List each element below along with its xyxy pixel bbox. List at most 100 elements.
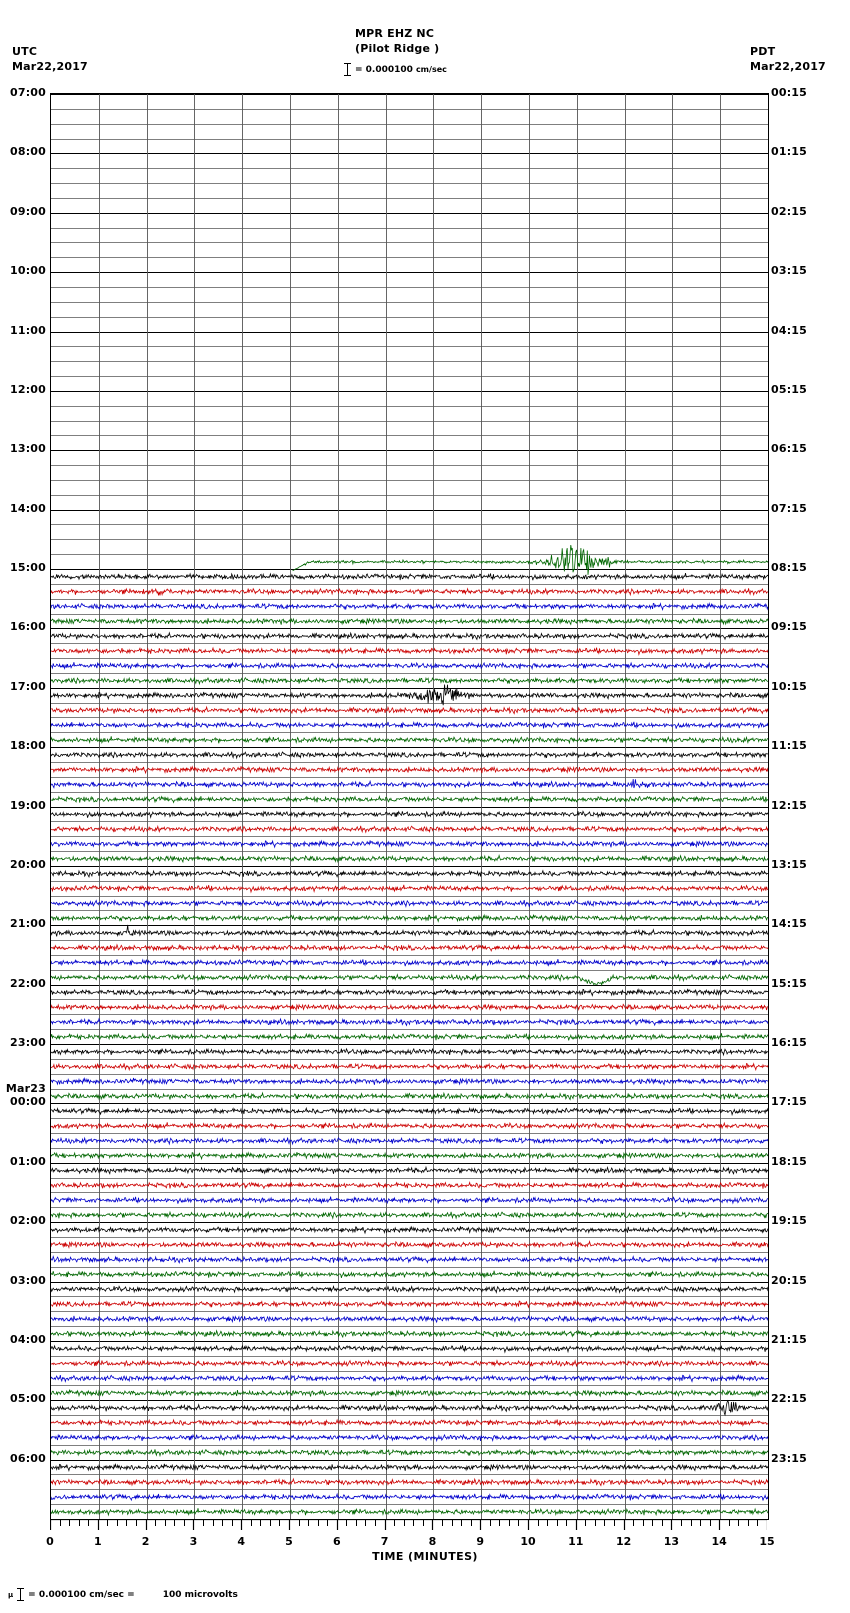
trace-row-33: [51, 587, 768, 597]
trace-row-72: [51, 1165, 768, 1175]
trace-row-87: [51, 1389, 768, 1398]
right-time-label-18: 18:15: [771, 1154, 808, 1168]
trace-row-41: [51, 705, 768, 715]
trace-row-34: [51, 602, 768, 612]
left-time-label-13: 20:00: [9, 857, 46, 871]
trace-row-70: [51, 1136, 768, 1146]
right-time-label-16: 16:15: [771, 1036, 808, 1049]
left-time-label-20: 03:00: [9, 1273, 46, 1287]
trace-row-80: [51, 1284, 768, 1294]
right-time-label-17: 17:15: [771, 1095, 808, 1109]
left-time-label-16: 23:00: [9, 1036, 46, 1049]
scale-units: cm/sec: [415, 65, 447, 74]
trace-row-53: [51, 884, 768, 894]
left-time-label-23: 06:00: [9, 1451, 46, 1465]
trace-row-79: [51, 1270, 768, 1279]
right-time-label-9: 09:15: [771, 620, 808, 634]
left-time-label-6: 13:00: [9, 442, 46, 456]
x-tick-label-11: 11: [568, 1535, 584, 1548]
left-timezone-label: UTC: [12, 45, 38, 58]
x-tick-label-0: 0: [46, 1535, 54, 1548]
trace-row-93: [51, 1477, 768, 1487]
trace-row-49: [51, 824, 768, 834]
x-tick-label-10: 10: [520, 1535, 536, 1548]
trace-row-55: [51, 913, 768, 923]
left-time-label-7: 14:00: [9, 501, 46, 515]
right-time-label-0: 00:15: [771, 86, 808, 99]
trace-row-71: [51, 1151, 768, 1161]
trace-row-56: [51, 924, 768, 938]
trace-row-48: [51, 810, 768, 819]
right-time-label-10: 10:15: [771, 679, 808, 693]
right-time-label-21: 21:15: [771, 1332, 808, 1346]
right-time-label-8: 08:15: [771, 561, 808, 574]
trace-row-86: [51, 1373, 768, 1383]
seismogram-plot: [50, 93, 769, 1520]
trace-row-68: [51, 1106, 768, 1117]
x-axis-ticks: [50, 1519, 767, 1530]
trace-row-78: [51, 1255, 768, 1264]
trace-row-43: [51, 735, 768, 745]
left-time-label-11: 18:00: [9, 739, 46, 753]
plot-grid: [51, 94, 768, 1519]
trace-row-81: [51, 1299, 768, 1309]
trace-row-77: [51, 1239, 768, 1250]
x-tick-label-9: 9: [476, 1535, 485, 1548]
right-time-label-3: 03:15: [771, 264, 808, 278]
right-time-label-12: 12:15: [771, 798, 808, 812]
x-tick-label-7: 7: [380, 1535, 389, 1548]
trace-row-90: [51, 1433, 768, 1443]
trace-row-44: [51, 750, 768, 760]
footer-ibeam-icon: [16, 1588, 25, 1601]
x-tick-label-8: 8: [428, 1535, 437, 1548]
footer-microvolts: 100 microvolts: [162, 1589, 238, 1600]
left-time-label-21: 04:00: [9, 1332, 46, 1346]
x-tick-label-15: 15: [759, 1535, 775, 1548]
trace-row-52: [51, 869, 768, 879]
x-tick-label-5: 5: [285, 1535, 293, 1548]
x-tick-label-6: 6: [332, 1535, 341, 1548]
trace-row-75: [51, 1210, 768, 1220]
x-tick-label-13: 13: [663, 1535, 680, 1548]
right-timezone-label: PDT: [750, 45, 776, 58]
trace-row-58: [51, 958, 768, 967]
right-time-label-13: 13:15: [771, 857, 808, 871]
right-time-label-15: 15:15: [771, 976, 808, 990]
footer-text: = 0.000100 cm/sec =: [28, 1589, 135, 1600]
footer-micro-icon: µ: [8, 1590, 14, 1599]
trace-row-57: [51, 943, 768, 953]
day-change-label: Mar23: [5, 1082, 46, 1096]
header-right: PDT Mar22,2017: [750, 44, 826, 74]
trace-row-76: [51, 1225, 768, 1235]
trace-row-94: [51, 1492, 768, 1502]
trace-row-42: [51, 720, 768, 730]
footer-scale: µ = 0.000100 cm/sec = 100 microvolts: [8, 1588, 238, 1601]
right-date-label: Mar22,2017: [750, 60, 826, 73]
trace-lines: [51, 544, 768, 1517]
left-time-label-10: 17:00: [9, 679, 46, 693]
left-time-label-19: 02:00: [9, 1214, 46, 1228]
trace-row-59: [51, 973, 768, 987]
left-time-label-17: 00:00: [9, 1095, 46, 1109]
station-code: MPR EHZ NC: [355, 27, 435, 40]
trace-row-67: [51, 1091, 768, 1101]
left-date-label: Mar22,2017: [12, 60, 88, 73]
x-tick-label-12: 12: [615, 1535, 632, 1548]
trace-row-61: [51, 1003, 768, 1012]
trace-row-46: [51, 778, 768, 789]
right-time-label-20: 20:15: [771, 1273, 808, 1287]
station-name: (Pilot Ridge ): [355, 42, 440, 55]
trace-row-40: [51, 684, 768, 706]
left-time-label-5: 12:00: [9, 382, 46, 396]
trace-row-35: [51, 617, 768, 626]
x-tick-label-1: 1: [93, 1535, 102, 1548]
trace-row-36: [51, 631, 768, 641]
right-time-label-1: 01:15: [771, 145, 808, 159]
trace-row-91: [51, 1448, 768, 1458]
trace-row-89: [51, 1418, 768, 1427]
right-time-label-7: 07:15: [771, 501, 808, 515]
trace-row-85: [51, 1359, 768, 1368]
trace-row-82: [51, 1314, 768, 1324]
scale-bar: = 0.000100 cm/sec: [343, 63, 447, 76]
right-time-label-4: 04:15: [771, 323, 808, 337]
